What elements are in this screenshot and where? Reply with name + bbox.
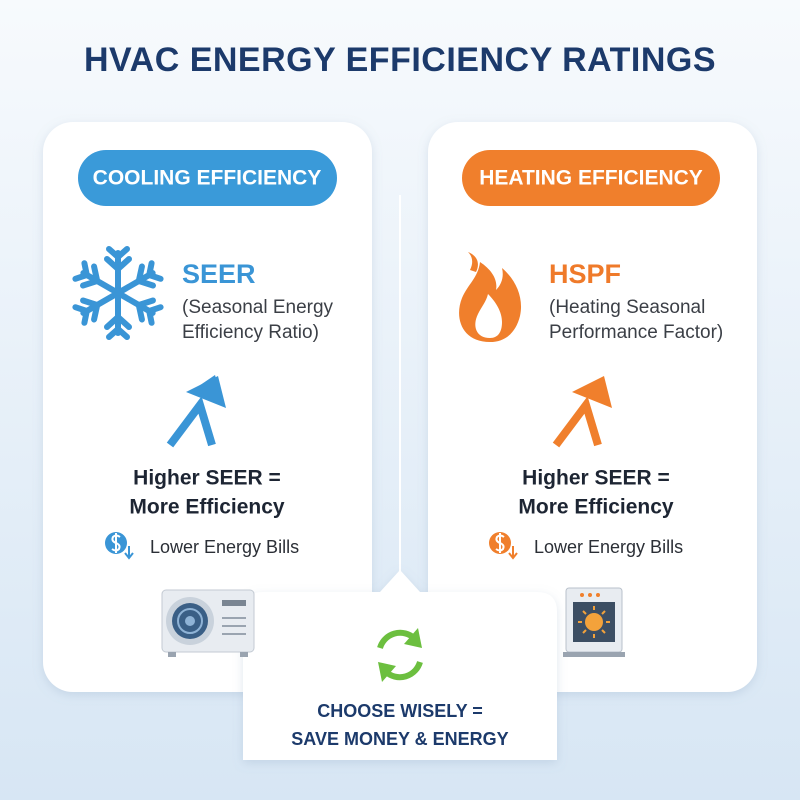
description-line: (Seasonal Energy <box>182 297 334 318</box>
up-arrow-icon <box>166 375 226 448</box>
description-line: (Heating Seasonal <box>549 297 705 318</box>
description-line: Efficiency Ratio) <box>182 322 319 343</box>
statement-line: Higher SEER = <box>522 467 670 490</box>
savings-icon <box>105 532 134 560</box>
savings-icon <box>489 532 518 560</box>
heating-card <box>428 122 757 692</box>
acronym: SEER <box>182 259 256 289</box>
title: HVAC ENERGY EFFICIENCY RATINGS <box>84 41 716 79</box>
heating-badge <box>462 150 720 206</box>
description-line: Performance Factor) <box>549 322 723 343</box>
statement-line: Higher SEER = <box>133 467 281 490</box>
ac-unit-icon <box>161 589 255 657</box>
benefit: Lower Energy Bills <box>150 537 299 557</box>
benefit: Lower Energy Bills <box>534 537 683 557</box>
snowflake-icon <box>74 246 161 337</box>
statement-line: More Efficiency <box>518 496 674 519</box>
footer-panel <box>243 570 557 760</box>
up-arrow-icon <box>552 376 612 448</box>
badge-label: HEATING EFFICIENCY <box>479 167 703 190</box>
heater-icon <box>563 587 625 657</box>
footer-line: CHOOSE WISELY = <box>317 701 483 721</box>
badge-label: COOLING EFFICIENCY <box>93 167 322 190</box>
footer-line: SAVE MONEY & ENERGY <box>291 729 508 749</box>
flame-icon <box>459 252 522 342</box>
refresh-icon <box>377 628 423 682</box>
statement-line: More Efficiency <box>129 496 285 519</box>
cooling-badge <box>78 150 337 206</box>
acronym: HSPF <box>549 259 621 289</box>
